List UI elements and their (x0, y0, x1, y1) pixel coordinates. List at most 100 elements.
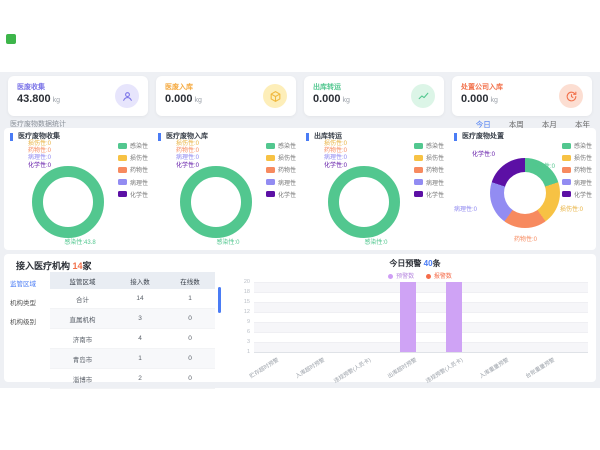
legend-item[interactable]: 损伤性 (118, 153, 152, 162)
stats-section-title: 医疗废物数据统计 (10, 121, 66, 128)
alert-legend: 预警数 报警数 (234, 271, 596, 280)
tab-region[interactable]: 监管区域 (10, 281, 36, 288)
callout-label: 病理性:0 (176, 155, 200, 162)
legend-swatch (118, 166, 127, 173)
legend-item[interactable]: 化学性 (562, 190, 596, 199)
kpi-value: 0.000 kg (461, 93, 498, 105)
table-scrollbar[interactable] (218, 287, 221, 313)
legend-swatch (118, 179, 127, 186)
kpi-card-instock: 医废入库 0.000 kg (156, 76, 296, 116)
filter-year[interactable]: 本年 (575, 120, 590, 129)
donut-chart-outbound (328, 166, 400, 238)
donut-title-collect: 医疗废物收集 (10, 133, 60, 141)
gridline (254, 332, 588, 333)
legend-label-alarm[interactable]: 报警数 (433, 274, 452, 280)
gridline (254, 342, 588, 343)
kpi-label: 医废入库 (165, 84, 193, 91)
grid-band (254, 322, 588, 332)
donut-callouts: 损伤性:0 药物性:0 病理性:0 化学性:0 (176, 141, 199, 170)
legend-item[interactable]: 病理性 (118, 178, 152, 187)
donut-legend: 感染性 损伤性 药物性 病理性 化学性 (266, 141, 300, 202)
legend-label-warning[interactable]: 预警数 (396, 274, 415, 280)
legend-item[interactable]: 病理性 (562, 178, 596, 187)
filter-week[interactable]: 本周 (508, 120, 524, 129)
kpi-card-collect: 医废收集 43.800 kg (8, 76, 148, 116)
legend-item[interactable]: 感染性 (562, 141, 596, 150)
legend-item[interactable]: 感染性 (118, 141, 152, 150)
callout-label: 药物性:0 (28, 148, 52, 155)
legend-swatch (414, 191, 423, 198)
table-row: 淄博市 2 0 (50, 368, 215, 389)
filter-today[interactable]: 今日 (475, 120, 491, 129)
legend-item[interactable]: 药物性 (414, 165, 448, 174)
donut-callouts: 损伤性:0 药物性:0 病理性:0 化学性:0 (324, 141, 347, 170)
legend-swatch (266, 191, 275, 198)
legend-swatch (266, 179, 275, 186)
gridline (254, 302, 588, 303)
donut-title-disposal: 医疗废物处置 (454, 133, 504, 141)
legend-swatch (562, 154, 571, 161)
callout-label: 化学性:0 (28, 162, 52, 169)
legend-swatch (562, 166, 571, 173)
donut-main-label: 感染性:0 (216, 240, 240, 246)
kpi-unit: kg (194, 97, 202, 104)
alert-count: 40 (423, 259, 433, 268)
legend-item[interactable]: 化学性 (414, 190, 448, 199)
segment-label-pathological: 病理性:0 (454, 207, 478, 213)
donut-main-label: 感染性:0 (364, 240, 388, 246)
filter-month[interactable]: 本月 (541, 120, 557, 129)
donut-legend: 感染性 损伤性 药物性 病理性 化学性 (562, 141, 596, 202)
kpi-label: 出库转运 (313, 84, 341, 91)
donut-callouts: 损伤性:0 药物性:0 病理性:0 化学性:0 (28, 141, 51, 170)
legend-item[interactable]: 损伤性 (266, 153, 300, 162)
legend-swatch (118, 142, 127, 149)
x-axis-line (254, 352, 588, 353)
kpi-unit: kg (490, 97, 498, 104)
y-tick: 1 (246, 349, 250, 355)
tab-org-type[interactable]: 机构类型 (10, 300, 36, 307)
table-row: 青岛市 1 0 (50, 348, 215, 369)
callout-label: 化学性:0 (176, 162, 200, 169)
y-tick: 3 (246, 339, 250, 345)
donut-charts-panel: 医疗废物收集 损伤性:0 药物性:0 病理性:0 化学性:0 感染性:43.8 … (4, 128, 596, 250)
grid-band (254, 282, 588, 292)
legend-item[interactable]: 感染性 (414, 141, 448, 150)
col-online: 在线数 (165, 272, 215, 289)
tab-org-level[interactable]: 机构级别 (10, 319, 36, 326)
gridline (254, 312, 588, 313)
legend-item[interactable]: 化学性 (118, 190, 152, 199)
y-tick: 15 (243, 299, 250, 305)
legend-dot-warning (388, 273, 394, 279)
legend-item[interactable]: 药物性 (118, 165, 152, 174)
legend-swatch (414, 179, 423, 186)
segment-label-damaging: 损伤性:0 (560, 207, 584, 213)
alert-bar-outbound-timeout (400, 282, 416, 352)
legend-dot-alarm (425, 273, 431, 279)
legend-item[interactable]: 药物性 (562, 165, 596, 174)
donut-hole (504, 172, 546, 214)
y-tick: 6 (246, 329, 250, 335)
donut-legend: 感染性 损伤性 药物性 病理性 化学性 (414, 141, 448, 202)
legend-item[interactable]: 损伤性 (414, 153, 448, 162)
y-tick: 9 (246, 319, 250, 325)
org-tabs: 监管区域 机构类型 机构级别 (10, 278, 46, 335)
legend-item[interactable]: 化学性 (266, 190, 300, 199)
callout-label: 病理性:0 (28, 155, 52, 162)
user-icon (115, 84, 139, 108)
y-tick: 20 (243, 279, 250, 285)
callout-label: 化学性:0 (324, 162, 348, 169)
kpi-label: 处置公司入库 (461, 84, 503, 91)
org-table: 监管区域 接入数 在线数 合计 14 1 直属机构 3 0 济南市 4 0 青岛市 1 0 淄博… (50, 272, 215, 389)
table-row: 合计 14 1 (50, 289, 215, 309)
legend-item[interactable]: 病理性 (414, 178, 448, 187)
legend-item[interactable]: 药物性 (266, 165, 300, 174)
legend-swatch (118, 154, 127, 161)
history-icon (559, 84, 583, 108)
kpi-value: 0.000 kg (165, 93, 202, 105)
legend-item[interactable]: 病理性 (266, 178, 300, 187)
legend-item[interactable]: 感染性 (266, 141, 300, 150)
kpi-card-transfer: 出库转运 0.000 kg (304, 76, 444, 116)
legend-swatch (414, 154, 423, 161)
legend-item[interactable]: 损伤性 (562, 153, 596, 162)
